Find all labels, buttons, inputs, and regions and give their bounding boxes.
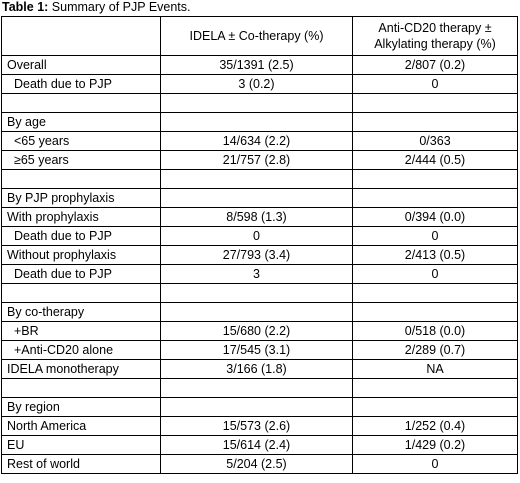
anti-cd20-cell: 0 xyxy=(352,226,518,246)
row-label: EU xyxy=(1,435,161,455)
row-label: Rest of world xyxy=(1,454,161,474)
table-row: Death due to PJP 3 0 xyxy=(1,264,518,284)
section-label: By PJP prophylaxis xyxy=(1,188,161,208)
table-caption-text: Summary of PJP Events. xyxy=(51,0,191,14)
table-row: North America 15/573 (2.6) 1/252 (0.4) xyxy=(1,416,518,436)
table-section-row: By PJP prophylaxis xyxy=(1,188,518,208)
table-caption: Table 1: Summary of PJP Events. xyxy=(2,0,191,15)
row-label: IDELA monotherapy xyxy=(1,359,161,379)
idela-cell xyxy=(160,302,353,322)
idela-cell: 35/1391 (2.5) xyxy=(160,55,353,75)
anti-cd20-cell: 2/289 (0.7) xyxy=(352,340,518,360)
row-label: <65 years xyxy=(1,131,161,151)
row-label: Death due to PJP xyxy=(1,74,161,94)
idela-cell xyxy=(160,93,353,113)
table-row: <65 years 14/634 (2.2) 0/363 xyxy=(1,131,518,151)
idela-cell: 21/757 (2.8) xyxy=(160,150,353,170)
row-label xyxy=(1,378,161,398)
anti-cd20-cell: NA xyxy=(352,359,518,379)
anti-cd20-cell: 0/518 (0.0) xyxy=(352,321,518,341)
anti-cd20-cell: 1/429 (0.2) xyxy=(352,435,518,455)
row-label xyxy=(1,169,161,189)
anti-cd20-cell xyxy=(352,169,518,189)
idela-cell: 3 (0.2) xyxy=(160,74,353,94)
header-cell-anti-cd20: Anti-CD20 therapy ± Alkylating therapy (… xyxy=(352,16,518,56)
table-section-row: By co-therapy xyxy=(1,302,518,322)
table-spacer-row xyxy=(1,378,518,398)
table-caption-label: Table 1: xyxy=(2,0,49,14)
row-label: Death due to PJP xyxy=(1,226,161,246)
anti-cd20-cell xyxy=(352,302,518,322)
idela-cell: 27/793 (3.4) xyxy=(160,245,353,265)
anti-cd20-cell: 2/413 (0.5) xyxy=(352,245,518,265)
table-row: +BR 15/680 (2.2) 0/518 (0.0) xyxy=(1,321,518,341)
table-row: Death due to PJP 0 0 xyxy=(1,226,518,246)
idela-cell: 5/204 (2.5) xyxy=(160,454,353,474)
row-label: North America xyxy=(1,416,161,436)
anti-cd20-cell xyxy=(352,93,518,113)
idela-cell xyxy=(160,378,353,398)
table-spacer-row xyxy=(1,169,518,189)
anti-cd20-cell: 0/363 xyxy=(352,131,518,151)
idela-cell: 14/634 (2.2) xyxy=(160,131,353,151)
row-label: +BR xyxy=(1,321,161,341)
idela-cell: 15/573 (2.6) xyxy=(160,416,353,436)
anti-cd20-cell xyxy=(352,283,518,303)
row-label xyxy=(1,283,161,303)
idela-cell: 15/614 (2.4) xyxy=(160,435,353,455)
section-label: By age xyxy=(1,112,161,132)
anti-cd20-cell: 0 xyxy=(352,454,518,474)
pjp-summary-table: IDELA ± Co-therapy (%) Anti-CD20 therapy… xyxy=(1,16,518,474)
table-header-row: IDELA ± Co-therapy (%) Anti-CD20 therapy… xyxy=(1,16,518,56)
table-section-row: By region xyxy=(1,397,518,417)
idela-cell xyxy=(160,188,353,208)
idela-cell: 0 xyxy=(160,226,353,246)
row-label: Overall xyxy=(1,55,161,75)
idela-cell xyxy=(160,283,353,303)
table-row: Death due to PJP 3 (0.2) 0 xyxy=(1,74,518,94)
anti-cd20-cell: 2/807 (0.2) xyxy=(352,55,518,75)
table-row: +Anti-CD20 alone 17/545 (3.1) 2/289 (0.7… xyxy=(1,340,518,360)
row-label: +Anti-CD20 alone xyxy=(1,340,161,360)
anti-cd20-cell xyxy=(352,397,518,417)
anti-cd20-cell xyxy=(352,188,518,208)
table-section-row: By age xyxy=(1,112,518,132)
table-row: Overall 35/1391 (2.5) 2/807 (0.2) xyxy=(1,55,518,75)
anti-cd20-cell: 1/252 (0.4) xyxy=(352,416,518,436)
idela-cell xyxy=(160,397,353,417)
header-cell-idela: IDELA ± Co-therapy (%) xyxy=(160,16,353,56)
idela-cell xyxy=(160,112,353,132)
anti-cd20-cell: 0 xyxy=(352,264,518,284)
anti-cd20-cell xyxy=(352,112,518,132)
idela-cell xyxy=(160,169,353,189)
table-spacer-row xyxy=(1,283,518,303)
row-label: ≥65 years xyxy=(1,150,161,170)
row-label: Death due to PJP xyxy=(1,264,161,284)
idela-cell: 8/598 (1.3) xyxy=(160,207,353,227)
section-label: By region xyxy=(1,397,161,417)
table-row: IDELA monotherapy 3/166 (1.8) NA xyxy=(1,359,518,379)
table-spacer-row xyxy=(1,93,518,113)
idela-cell: 3/166 (1.8) xyxy=(160,359,353,379)
table-row: EU 15/614 (2.4) 1/429 (0.2) xyxy=(1,435,518,455)
header-cell-empty xyxy=(1,16,161,56)
row-label: With prophylaxis xyxy=(1,207,161,227)
anti-cd20-cell: 2/444 (0.5) xyxy=(352,150,518,170)
section-label: By co-therapy xyxy=(1,302,161,322)
idela-cell: 17/545 (3.1) xyxy=(160,340,353,360)
table-row: With prophylaxis 8/598 (1.3) 0/394 (0.0) xyxy=(1,207,518,227)
row-label xyxy=(1,93,161,113)
idela-cell: 15/680 (2.2) xyxy=(160,321,353,341)
table-row: ≥65 years 21/757 (2.8) 2/444 (0.5) xyxy=(1,150,518,170)
row-label: Without prophylaxis xyxy=(1,245,161,265)
anti-cd20-cell: 0/394 (0.0) xyxy=(352,207,518,227)
anti-cd20-cell xyxy=(352,378,518,398)
table-row: Rest of world 5/204 (2.5) 0 xyxy=(1,454,518,474)
idela-cell: 3 xyxy=(160,264,353,284)
table-row: Without prophylaxis 27/793 (3.4) 2/413 (… xyxy=(1,245,518,265)
anti-cd20-cell: 0 xyxy=(352,74,518,94)
